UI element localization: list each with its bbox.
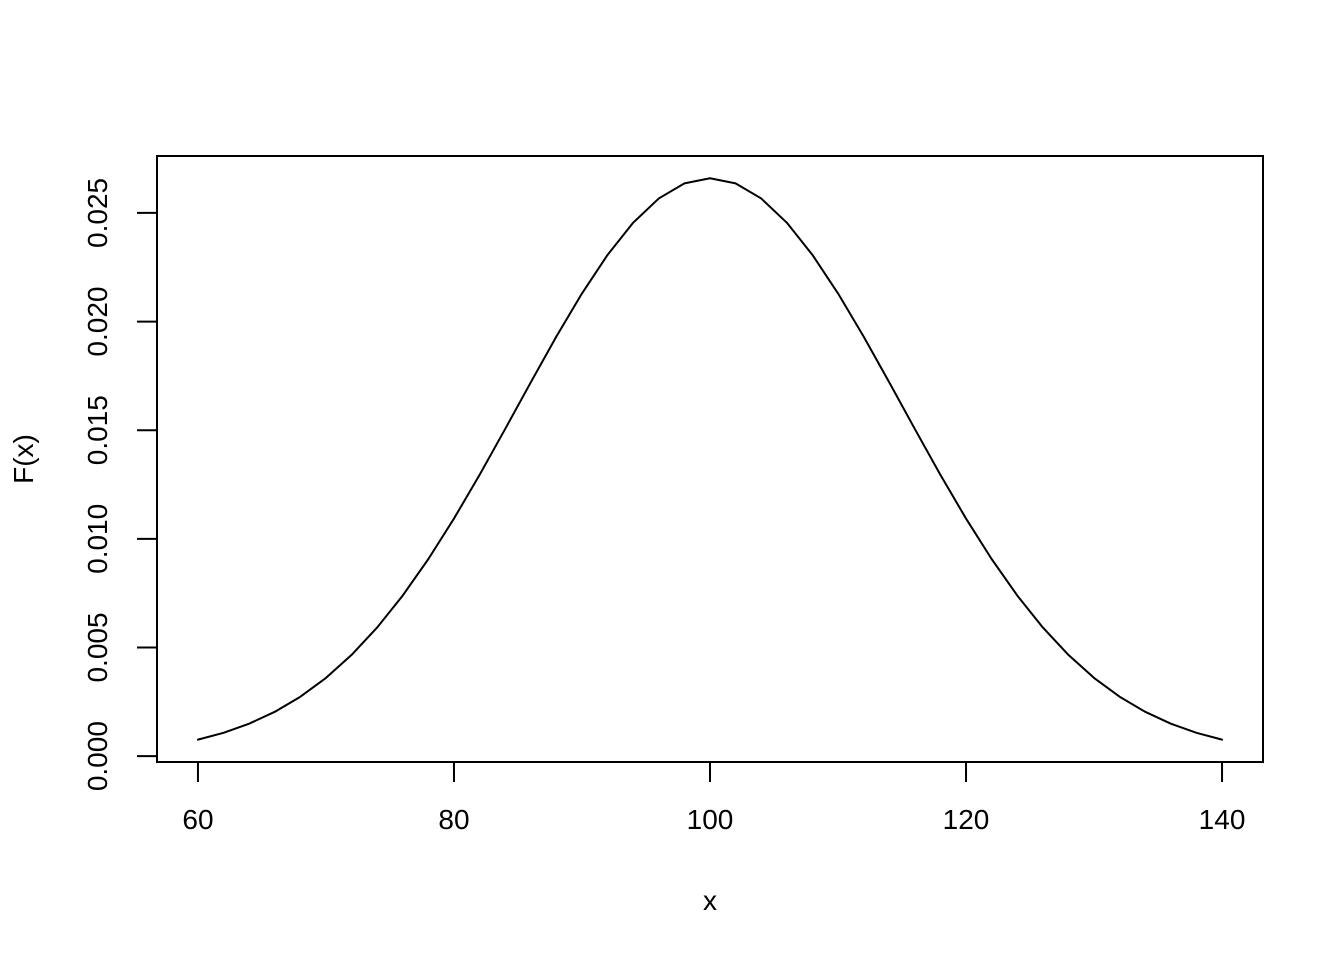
y-tick-label: 0.005 xyxy=(82,612,113,682)
y-axis-ticks: 0.000 0.005 0.010 0.015 0.020 0.025 xyxy=(82,178,157,791)
x-tick-label: 120 xyxy=(943,804,990,835)
y-axis-label: F(x) xyxy=(8,434,39,484)
y-tick-label: 0.000 xyxy=(82,721,113,791)
x-axis-label: x xyxy=(703,885,717,916)
x-tick-label: 80 xyxy=(438,804,469,835)
density-curve xyxy=(196,177,1224,741)
y-tick-label: 0.010 xyxy=(82,504,113,574)
y-tick-label: 0.015 xyxy=(82,395,113,465)
x-tick-label: 140 xyxy=(1199,804,1246,835)
x-axis-ticks: 60 80 100 120 140 xyxy=(182,762,1245,835)
y-tick-label: 0.020 xyxy=(82,287,113,357)
y-tick-label: 0.025 xyxy=(82,178,113,248)
density-curve-path xyxy=(196,177,1224,741)
x-tick-label: 60 xyxy=(182,804,213,835)
x-tick-label: 100 xyxy=(687,804,734,835)
